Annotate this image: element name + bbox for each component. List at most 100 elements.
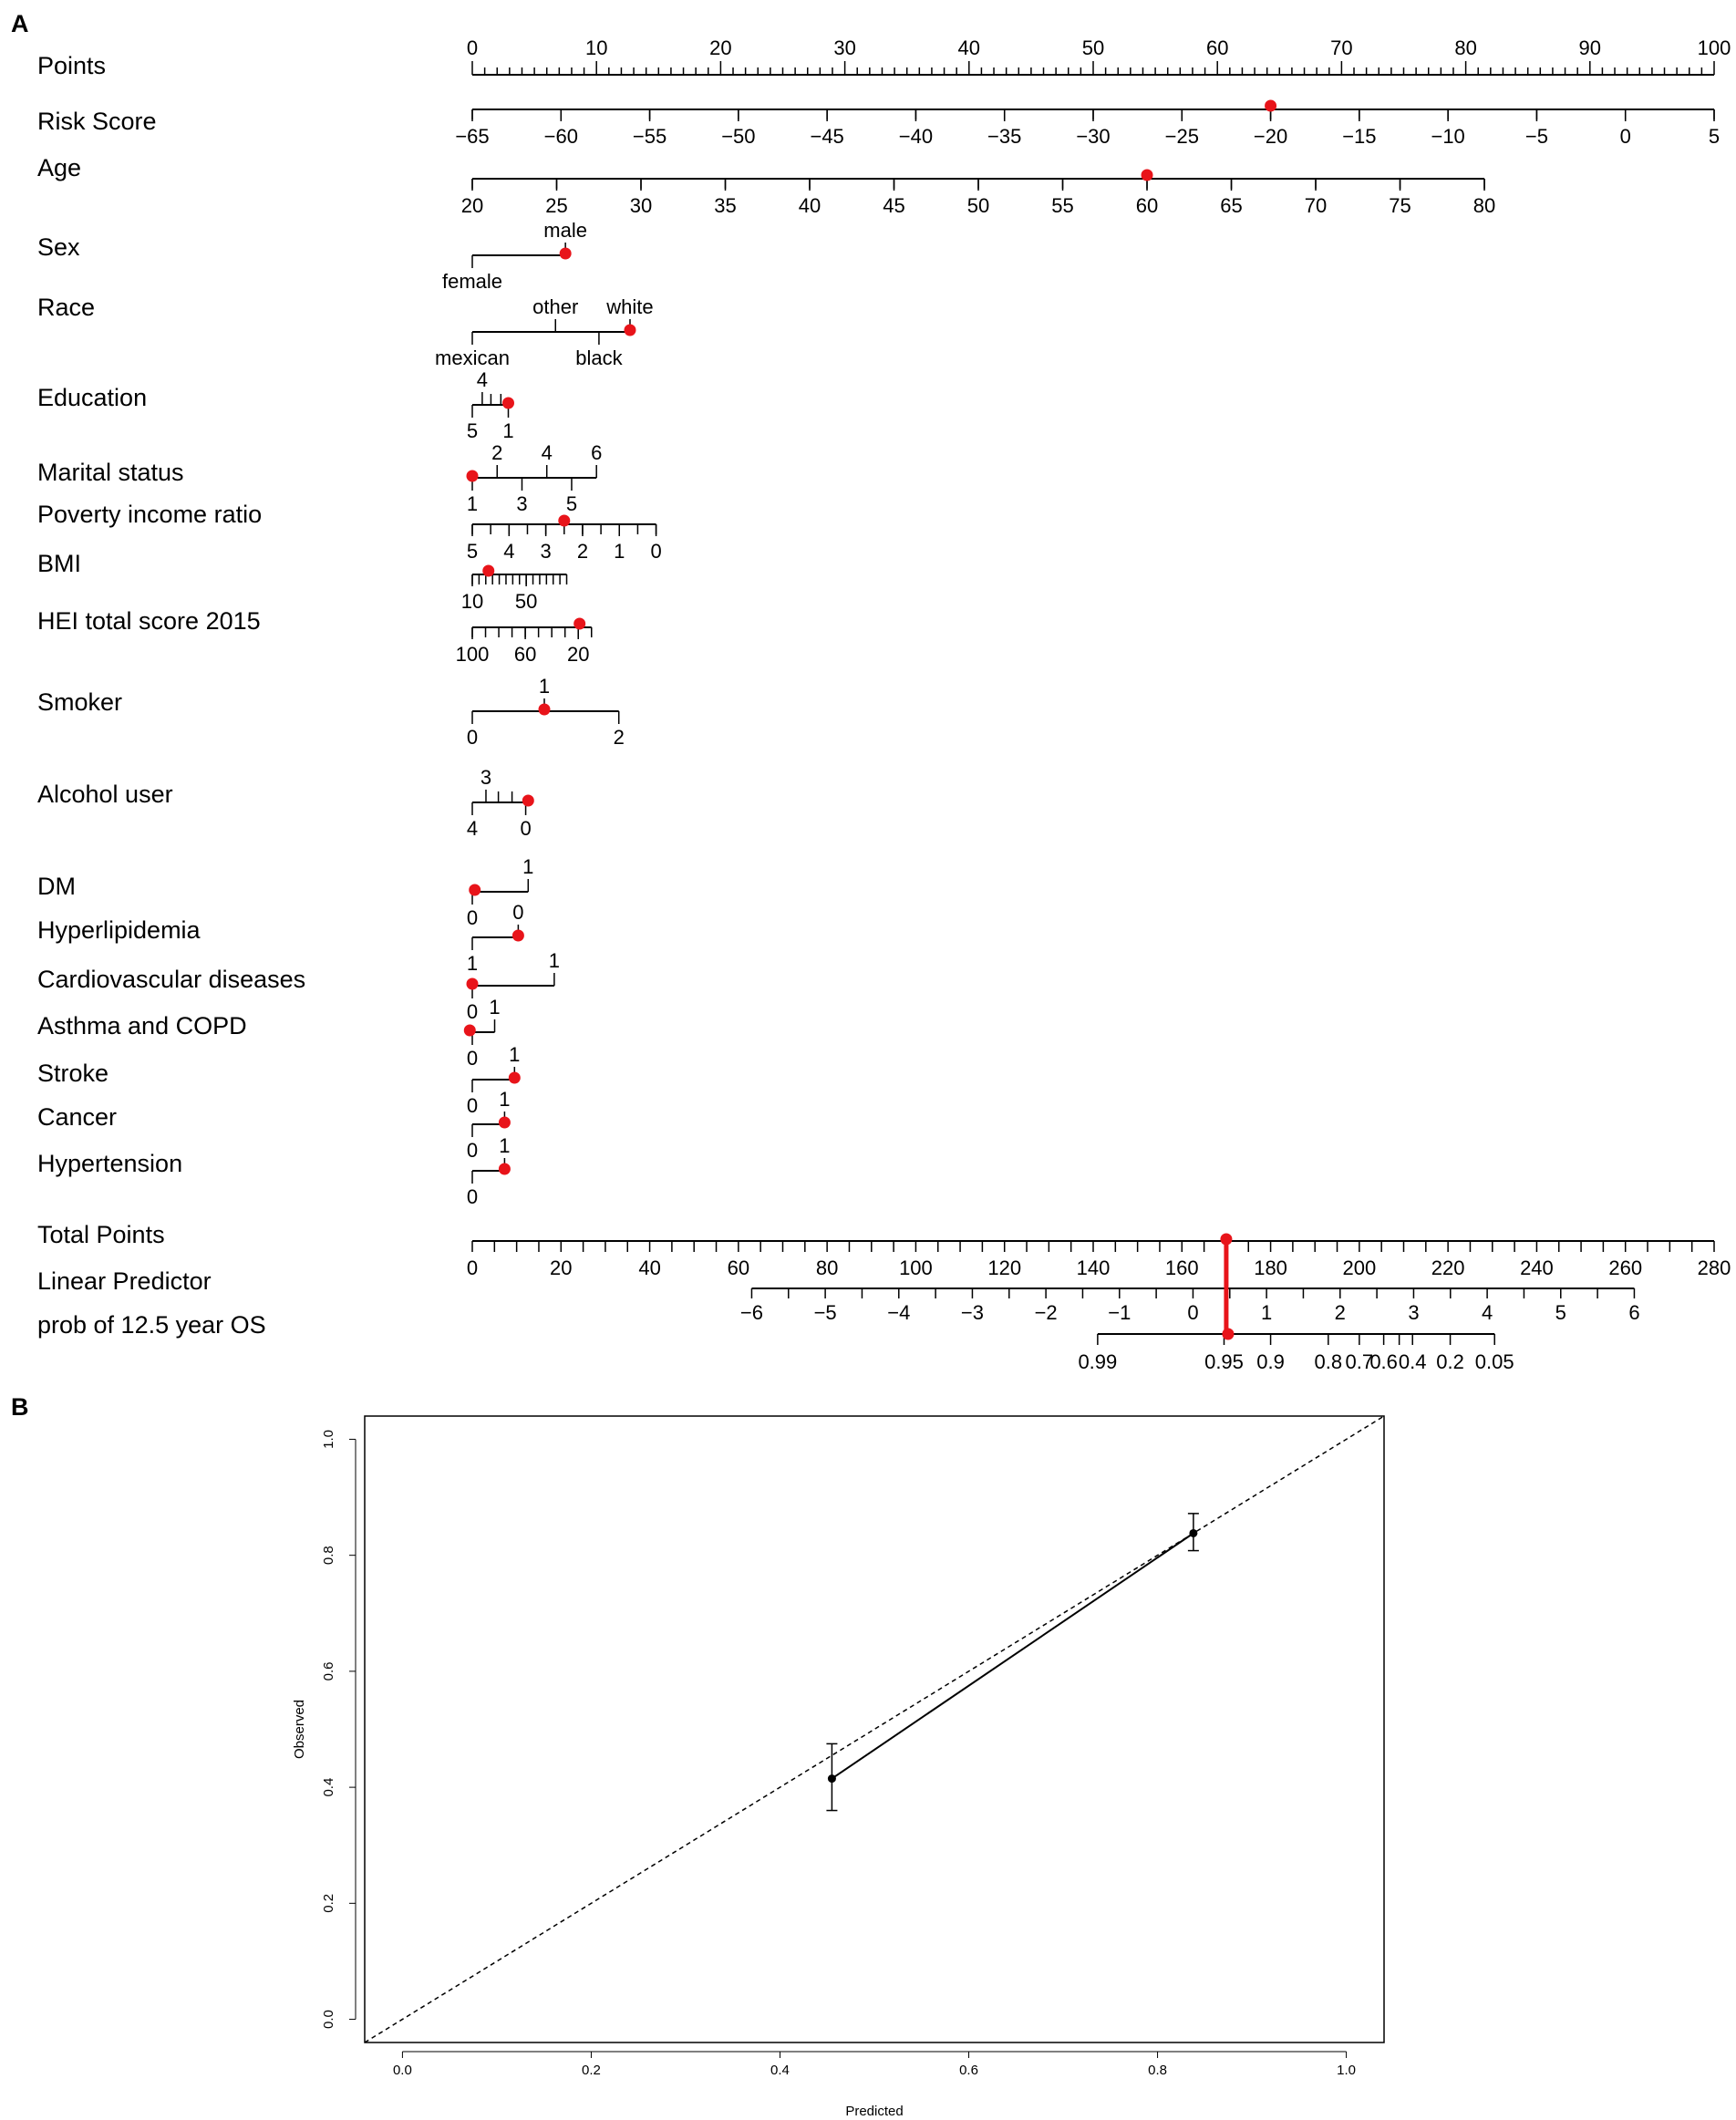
level-label: 6	[591, 441, 602, 464]
tick-label: 0	[1187, 1301, 1198, 1324]
level-label: male	[543, 219, 587, 242]
reference-diagonal-line	[364, 1415, 1385, 2043]
level-label: 0	[467, 726, 478, 749]
tick-label: 0	[467, 36, 478, 59]
nomogram-row-dm: DM 0 1	[37, 855, 533, 929]
tick-label: 35	[714, 194, 736, 217]
tick-label: 65	[1220, 194, 1242, 217]
tick-label: 0.8	[1315, 1350, 1343, 1373]
tick-label: 100	[456, 643, 490, 666]
row-label: Asthma and COPD	[37, 1012, 247, 1039]
tick-label: −40	[899, 125, 933, 148]
tick-label: −6	[740, 1301, 763, 1324]
tick-label: 55	[1051, 194, 1073, 217]
nomogram-row-alcohol-user: Alcohol user 4 3 0	[37, 766, 534, 840]
row-label: BMI	[37, 550, 81, 577]
tick-label: 0.9	[1256, 1350, 1285, 1373]
tick-label: 180	[1254, 1256, 1287, 1279]
row-label: Race	[37, 294, 95, 321]
level-label: 0	[467, 906, 478, 929]
tick-label: 70	[1330, 36, 1352, 59]
nomogram-row-bmi: BMI 10 50	[37, 550, 568, 613]
level-label: mexican	[435, 346, 510, 369]
row-label: Hyperlipidemia	[37, 916, 202, 944]
row-label: Total Points	[37, 1221, 165, 1248]
calibration-point	[1189, 1528, 1198, 1537]
tick-label: −5	[1525, 125, 1548, 148]
selected-probability-marker	[1222, 1328, 1235, 1340]
level-label: black	[575, 346, 623, 369]
selected-value-marker	[538, 703, 551, 716]
tick-label: 0	[1620, 125, 1631, 148]
level-label: 0	[467, 1185, 478, 1208]
nomogram-row-linear-predictor: Linear Predictor −6 −5 −4 −3 −2 −1 0 1 2 3 4 5 6	[37, 1267, 1640, 1324]
nomogram-row-prob-of-12-5-year-os: prob of 12.5 year OS 0.99 0.95 0.9 0.8 0.70.6…	[37, 1233, 1514, 1373]
tick-label: 260	[1608, 1256, 1642, 1279]
selected-value-marker	[1141, 169, 1153, 181]
selected-value-marker	[469, 884, 481, 896]
selected-value-marker	[501, 397, 514, 409]
x-tick-label: 0.4	[770, 2063, 790, 2078]
tick-label: −45	[810, 125, 843, 148]
level-label: 0	[520, 817, 531, 840]
tick-label: −25	[1165, 125, 1199, 148]
tick-label: 50	[967, 194, 989, 217]
tick-label: 10	[461, 590, 483, 613]
tick-label: 5	[1709, 125, 1720, 148]
x-axis-label: Predicted	[845, 2104, 903, 2119]
nomogram-row-sex: Sex female male	[37, 219, 587, 293]
level-label: 1	[549, 949, 560, 972]
panel-letter-a: A	[11, 10, 29, 37]
tick-label: −5	[814, 1301, 837, 1324]
level-label: 0	[467, 1000, 478, 1023]
y-tick-label: 0.4	[321, 1778, 336, 1797]
nomogram-row-total-points: Total Points 0 20 40 60 80 100 120 140 160 180 200 2…	[37, 1221, 1731, 1279]
tick-label: 3	[541, 540, 552, 563]
level-label: 2	[614, 726, 625, 749]
level-label: 4	[467, 817, 478, 840]
row-label: Poverty income ratio	[37, 501, 262, 528]
nomogram-row-race: Race mexican other black white	[37, 294, 654, 369]
calibration-panel-b: B 0.0 0.2 0.4 0.6 0.8 1.0 Predicted 0.0 0.2 0.4 0.…	[11, 1393, 1385, 2119]
selected-value-marker	[522, 794, 534, 807]
selected-value-marker	[574, 617, 586, 630]
tick-label: −3	[961, 1301, 984, 1324]
calibration-line	[831, 1532, 1194, 1780]
tick-label: −30	[1076, 125, 1110, 148]
selected-value-marker	[1265, 99, 1277, 112]
tick-label: 10	[585, 36, 607, 59]
tick-label: 140	[1077, 1256, 1111, 1279]
row-label: Smoker	[37, 688, 122, 716]
level-label: 5	[566, 492, 577, 515]
level-label: 1	[539, 675, 550, 698]
tick-label: 60	[1206, 36, 1228, 59]
nomogram-row-smoker: Smoker 0 1 2	[37, 675, 625, 749]
y-tick-label: 0.8	[321, 1546, 336, 1565]
tick-label: 5	[467, 540, 478, 563]
y-tick-label: 0.6	[321, 1661, 336, 1680]
nomogram-row-age: Age 20 25 30 35 40 45 50 55 60 65 70 75 80	[37, 154, 1495, 217]
level-label: 1	[499, 1134, 510, 1157]
tick-label: 30	[833, 36, 855, 59]
selected-value-marker	[508, 1071, 521, 1084]
level-label: 1	[502, 419, 513, 442]
level-label: 0	[467, 1094, 478, 1117]
row-label: Linear Predictor	[37, 1267, 212, 1295]
level-label: 1	[522, 855, 533, 878]
level-label: 0	[512, 901, 523, 924]
x-tick-label: 1.0	[1337, 2063, 1356, 2078]
selected-value-marker	[463, 1024, 476, 1037]
tick-label: 90	[1579, 36, 1601, 59]
tick-label: 0	[467, 1256, 478, 1279]
tick-label: 0	[650, 540, 661, 563]
level-label: 0	[467, 1047, 478, 1070]
selected-value-marker	[466, 977, 479, 990]
tick-label: 70	[1305, 194, 1327, 217]
panel-letter-b: B	[11, 1393, 29, 1421]
selected-value-marker	[624, 324, 636, 336]
